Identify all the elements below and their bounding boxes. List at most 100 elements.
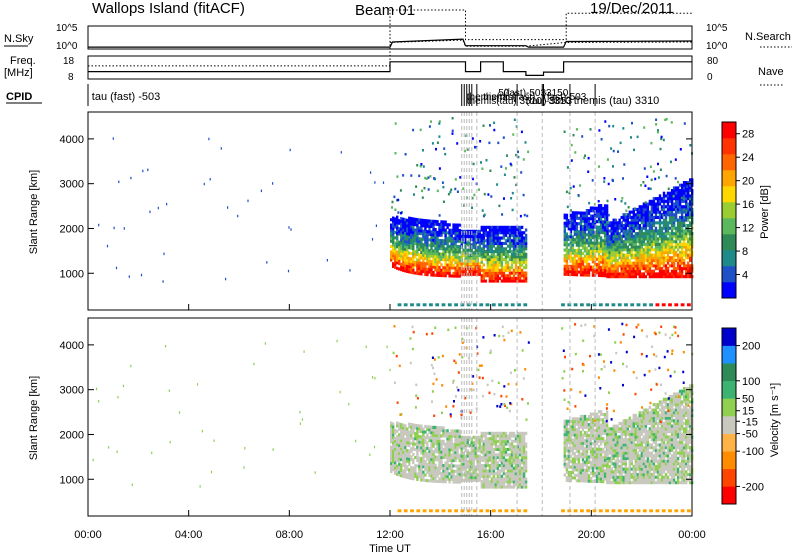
range-cell	[603, 250, 607, 254]
range-cell	[587, 217, 591, 221]
range-cell	[458, 469, 461, 473]
range-cell	[492, 258, 496, 262]
range-cell	[603, 177, 606, 180]
range-cell	[422, 267, 425, 271]
range-cell	[689, 275, 692, 279]
range-cell	[638, 256, 641, 260]
range-cell	[636, 221, 639, 225]
range-cell	[632, 237, 635, 241]
colorbar-segment	[722, 186, 736, 203]
range-cell	[520, 458, 524, 462]
range-cell	[432, 458, 435, 462]
range-cell	[492, 485, 496, 489]
range-cell	[579, 259, 583, 263]
range-cell	[130, 176, 132, 180]
range-cell	[628, 232, 631, 236]
range-cell	[488, 482, 492, 486]
range-cell	[508, 469, 512, 473]
range-cell	[654, 213, 658, 217]
range-cell	[674, 215, 678, 219]
range-cell	[610, 475, 613, 479]
range-cell	[438, 228, 441, 232]
range-cell	[518, 274, 522, 278]
range-cell	[400, 471, 403, 475]
range-cell	[591, 436, 595, 440]
range-cell	[569, 433, 573, 437]
range-cell	[601, 209, 605, 213]
range-cell	[420, 245, 423, 249]
range-cell	[658, 267, 662, 271]
range-cell	[500, 437, 504, 441]
range-cell	[482, 472, 485, 476]
range-cell	[436, 273, 439, 277]
range-cell	[668, 250, 672, 254]
range-cell	[668, 264, 672, 268]
range-cell	[597, 428, 601, 432]
range-cell	[408, 462, 411, 466]
range-cell	[685, 229, 688, 233]
range-cell	[634, 253, 637, 257]
range-cell	[396, 453, 399, 457]
range-cell	[490, 252, 494, 256]
range-cell	[476, 248, 479, 252]
range-cell	[450, 456, 453, 460]
range-cell	[585, 249, 589, 253]
range-cell	[518, 252, 522, 256]
range-cell	[458, 271, 461, 275]
range-cell	[575, 420, 579, 424]
range-cell	[603, 477, 607, 481]
range-cell	[490, 268, 494, 272]
range-cell	[503, 197, 505, 200]
range-cell	[454, 242, 457, 246]
range-cell	[420, 237, 423, 241]
range-cell	[424, 232, 427, 236]
range-cell	[689, 181, 692, 185]
range-cell	[581, 474, 585, 478]
range-cell	[636, 224, 639, 228]
range-cell	[390, 453, 393, 457]
range-cell	[652, 199, 656, 203]
colorbar-segment	[722, 170, 736, 187]
range-cell	[482, 445, 485, 449]
range-cell	[489, 169, 492, 172]
range-cell	[444, 461, 447, 465]
range-cell	[396, 472, 399, 476]
range-cell	[522, 274, 526, 278]
range-cell	[626, 272, 629, 276]
range-cell	[614, 224, 617, 228]
range-cell	[660, 261, 664, 265]
range-cell	[490, 247, 494, 251]
range-cell	[402, 217, 405, 221]
range-cell	[616, 226, 619, 230]
range-cell	[585, 252, 589, 256]
range-cell	[654, 232, 658, 236]
range-cell	[394, 152, 397, 155]
range-cell	[398, 256, 401, 260]
range-cell	[430, 460, 433, 464]
range-cell	[398, 473, 401, 477]
range-cell	[496, 461, 500, 465]
range-cell	[490, 225, 494, 229]
range-cell	[442, 266, 445, 270]
range-cell	[589, 246, 593, 250]
range-cell	[514, 437, 518, 441]
range-cell	[687, 261, 690, 265]
range-cell	[426, 240, 429, 244]
range-cell	[603, 255, 607, 259]
range-cell	[412, 444, 415, 448]
range-cell	[682, 261, 686, 265]
range-cell	[520, 434, 524, 438]
range-cell	[636, 272, 639, 276]
range-cell	[565, 425, 569, 429]
range-cell	[656, 253, 660, 257]
range-cell	[484, 480, 487, 484]
range-cell	[502, 482, 506, 486]
range-cell	[508, 231, 512, 235]
range-cell	[520, 250, 524, 254]
range-cell	[424, 449, 427, 453]
range-cell	[610, 275, 613, 279]
range-cell	[601, 447, 605, 451]
range-cell	[680, 226, 684, 230]
range-cell	[581, 414, 585, 418]
range-cell	[524, 469, 528, 473]
